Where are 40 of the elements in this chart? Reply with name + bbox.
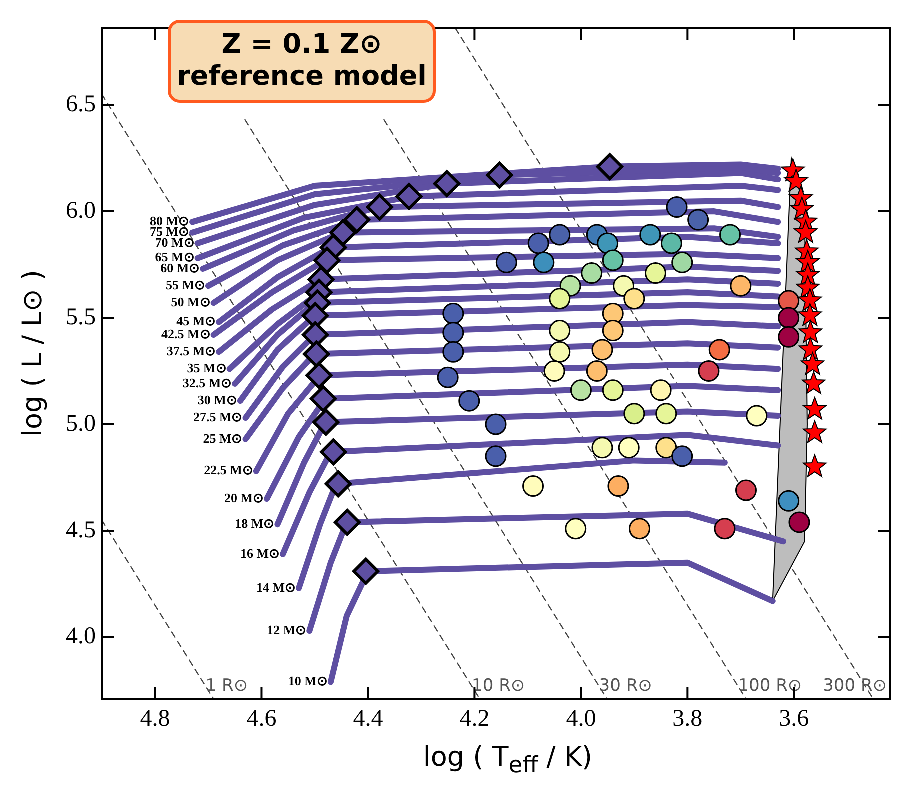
series-label: 30 M⊙ <box>198 392 238 408</box>
y-tick-label: 4.5 <box>66 517 96 544</box>
series-label: 37.5 M⊙ <box>166 343 216 358</box>
y-tick-label: 5.5 <box>66 304 96 330</box>
y-axis-title: log ( L / L⊙ ) <box>18 269 48 439</box>
x-tick-label: 4.4 <box>353 706 384 732</box>
series-label: 300 R⊙ <box>823 676 888 696</box>
series-label: 14 M⊙ <box>256 580 296 595</box>
series-label: 30 R⊙ <box>599 676 652 696</box>
x-axis-title: log ( T$_{eff}$ / K) <box>422 742 594 778</box>
series-label: 1 R⊙ <box>206 676 248 696</box>
series-label: 55 M⊙ <box>166 277 206 292</box>
series-label: 50 M⊙ <box>171 294 211 310</box>
x-tick-label: 4.8 <box>140 706 170 732</box>
y-tick-label: 4.0 <box>66 624 96 650</box>
x-tick-label: 3.8 <box>672 706 703 732</box>
series-label: 25 M⊙ <box>203 430 243 446</box>
series-label: 10 R⊙ <box>472 676 526 696</box>
series-label: 32.5 M⊙ <box>182 375 232 390</box>
y-tick-label: 5.0 <box>66 410 96 437</box>
series-label: 80 M⊙ <box>150 214 190 229</box>
x-tick-label: 3.6 <box>779 706 810 732</box>
x-tick-label: 4.6 <box>246 706 277 732</box>
series-label: 22.5 M⊙ <box>204 462 254 478</box>
y-tick-label: 6.5 <box>66 91 96 118</box>
series-label: 12 M⊙ <box>267 622 307 638</box>
series-label: 20 M⊙ <box>224 490 264 506</box>
series-label: 35 M⊙ <box>187 360 227 376</box>
text: Z = 0.1 Z⊙ reference model <box>168 20 436 103</box>
series-label: 16 M⊙ <box>240 546 280 561</box>
series-label: 10 M⊙ <box>288 674 328 689</box>
series-label: 100 R⊙ <box>738 676 802 696</box>
series-label: 42.5 M⊙ <box>162 326 211 342</box>
x-tick-label: 4.2 <box>460 706 490 732</box>
series-label: 27.5 M⊙ <box>193 409 243 424</box>
series-label: 45 M⊙ <box>176 314 216 329</box>
series-label: 65 M⊙ <box>155 250 195 265</box>
series-label: 18 M⊙ <box>235 516 275 531</box>
y-tick-label: 6.0 <box>66 198 96 224</box>
x-tick-label: 4.0 <box>566 706 596 732</box>
